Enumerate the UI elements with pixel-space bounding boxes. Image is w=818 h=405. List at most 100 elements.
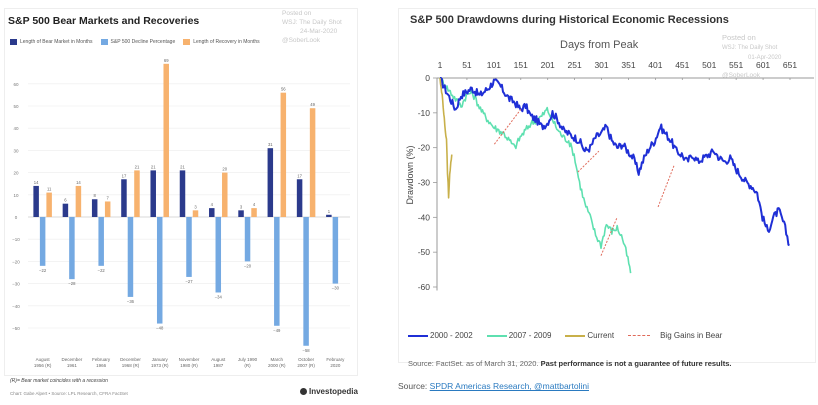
x-tick-label: 1980 (R) xyxy=(180,363,198,368)
x-tick-label: March xyxy=(271,357,284,362)
data-label: −34 xyxy=(215,294,223,299)
bar-decline xyxy=(274,217,280,326)
legend-label: 2007 - 2009 xyxy=(508,331,552,340)
data-label: 4 xyxy=(211,202,214,207)
x-tick-label: 551 xyxy=(729,60,743,70)
right-watermark-line-4: @SoberLook xyxy=(722,72,761,79)
legend-swatch xyxy=(10,39,17,45)
data-label: −36 xyxy=(127,299,135,304)
legend-label: S&P 500 Decline Percentage xyxy=(110,39,176,45)
right-chart-title: S&P 500 Drawdowns during Historical Econ… xyxy=(410,14,729,26)
line-2000-2002 xyxy=(440,77,790,247)
x-tick-label: 2007 (R) xyxy=(297,363,315,368)
disclaimer-text: Past performance is not a guarantee of f… xyxy=(540,359,732,368)
bar-bear-length xyxy=(179,170,186,217)
investopedia-logo: Investopedia xyxy=(300,387,358,396)
bar-recovery xyxy=(309,108,316,217)
x-tick-label: 51 xyxy=(462,60,472,70)
x-tick-label: 401 xyxy=(648,60,662,70)
bar-recovery xyxy=(192,210,199,217)
x-tick-label: 1966 xyxy=(96,363,107,368)
data-label: 49 xyxy=(310,102,315,107)
legend-line xyxy=(408,334,428,337)
data-label: 1 xyxy=(328,209,331,214)
data-label: −22 xyxy=(39,268,47,273)
x-tick-label: 2020 xyxy=(330,363,341,368)
y-tick-label: -40 xyxy=(418,212,431,222)
bar-bear-length xyxy=(326,214,332,217)
x-tick-label: 1 xyxy=(438,60,443,70)
legend-item-current: Current xyxy=(565,331,614,340)
caption-source: Source: SPDR Americas Research, @mattbar… xyxy=(398,381,589,391)
legend-item-big-gains: Big Gains in Bear xyxy=(628,331,722,340)
left-legend: Length of Bear Market in Months S&P 500 … xyxy=(10,39,260,45)
right-chart-panel xyxy=(398,8,816,363)
data-label: −48 xyxy=(156,326,164,331)
data-label: −28 xyxy=(68,281,76,286)
y-tick-label: -20 xyxy=(418,143,431,153)
y-tick-label: 0 xyxy=(15,215,18,220)
legend-line xyxy=(486,334,507,337)
legend-item-bear-length: Length of Bear Market in Months xyxy=(10,39,93,45)
x-tick-label: 301 xyxy=(594,60,608,70)
x-tick-label: February xyxy=(92,357,111,362)
y-axis-label: Drawdown (%) xyxy=(405,145,415,204)
x-tick-label: 651 xyxy=(783,60,797,70)
caption-prefix: Source: xyxy=(398,381,430,391)
x-tick-label: February xyxy=(326,357,345,362)
x-tick-label: 251 xyxy=(568,60,582,70)
left-chart-title: S&P 500 Bear Markets and Recoveries xyxy=(8,15,200,27)
legend-label: Current xyxy=(587,331,615,340)
bar-decline xyxy=(303,217,309,346)
bar-recovery xyxy=(222,172,228,217)
x-tick-label: 601 xyxy=(756,60,770,70)
y-tick-label: -10 xyxy=(418,108,431,118)
y-tick-label: −20 xyxy=(12,259,20,264)
bar-recovery xyxy=(46,192,52,217)
bar-bear-length xyxy=(267,148,274,217)
x-tick-label: November xyxy=(179,357,200,362)
x-tick-label: 1968 (R) xyxy=(122,363,140,368)
bar-decline xyxy=(127,217,134,297)
x-tick-label: 1956 (R) xyxy=(34,363,52,368)
right-watermark-line-2: WSJ: The Daily Shot xyxy=(722,45,778,51)
x-tick-label: 501 xyxy=(702,60,716,70)
left-footnote: (R)= Bear market coincides with a recess… xyxy=(10,378,108,384)
bar-recovery xyxy=(280,92,287,217)
bar-bear-length xyxy=(296,179,303,217)
big-gains-segment xyxy=(493,109,522,145)
data-label: −27 xyxy=(185,279,193,284)
left-watermark-line-4: @SoberLook xyxy=(282,37,321,44)
y-tick-label: 50 xyxy=(13,104,19,109)
x-tick-label: December xyxy=(62,357,83,362)
bar-bear-length xyxy=(121,179,127,217)
right-source-note: Source: FactSet. as of March 31, 2020. P… xyxy=(408,359,731,368)
x-tick-label: 1973 (R) xyxy=(151,363,169,368)
x-tick-label: 101 xyxy=(487,60,501,70)
y-tick-label: −50 xyxy=(12,326,20,331)
data-label: 56 xyxy=(281,87,286,92)
legend-item-2000-2002: 2000 - 2002 xyxy=(408,331,473,340)
x-tick-label: 2000 (R) xyxy=(268,363,286,368)
data-label: 8 xyxy=(94,193,97,198)
data-label: 7 xyxy=(107,195,110,200)
caption-source-link[interactable]: SPDR Americas Research, @mattbartolini xyxy=(429,381,589,391)
data-label: 6 xyxy=(64,198,67,203)
y-tick-label: 0 xyxy=(425,73,430,83)
data-label: −22 xyxy=(98,268,106,273)
y-tick-label: −10 xyxy=(12,237,20,242)
data-label: 3 xyxy=(194,204,197,209)
bar-bear-length xyxy=(238,210,244,217)
bar-bear-length xyxy=(91,199,98,217)
x-tick-label: July 1990 xyxy=(238,357,258,362)
y-tick-label: 60 xyxy=(13,82,19,87)
bar-decline xyxy=(244,217,251,262)
line-2007-2009 xyxy=(439,77,632,274)
left-watermark-line-2: WSJ: The Daily Shot xyxy=(282,19,342,26)
bar-decline xyxy=(98,217,104,266)
x-tick-label: 151 xyxy=(514,60,528,70)
bar-recovery xyxy=(134,170,140,217)
data-label: 21 xyxy=(135,164,140,169)
